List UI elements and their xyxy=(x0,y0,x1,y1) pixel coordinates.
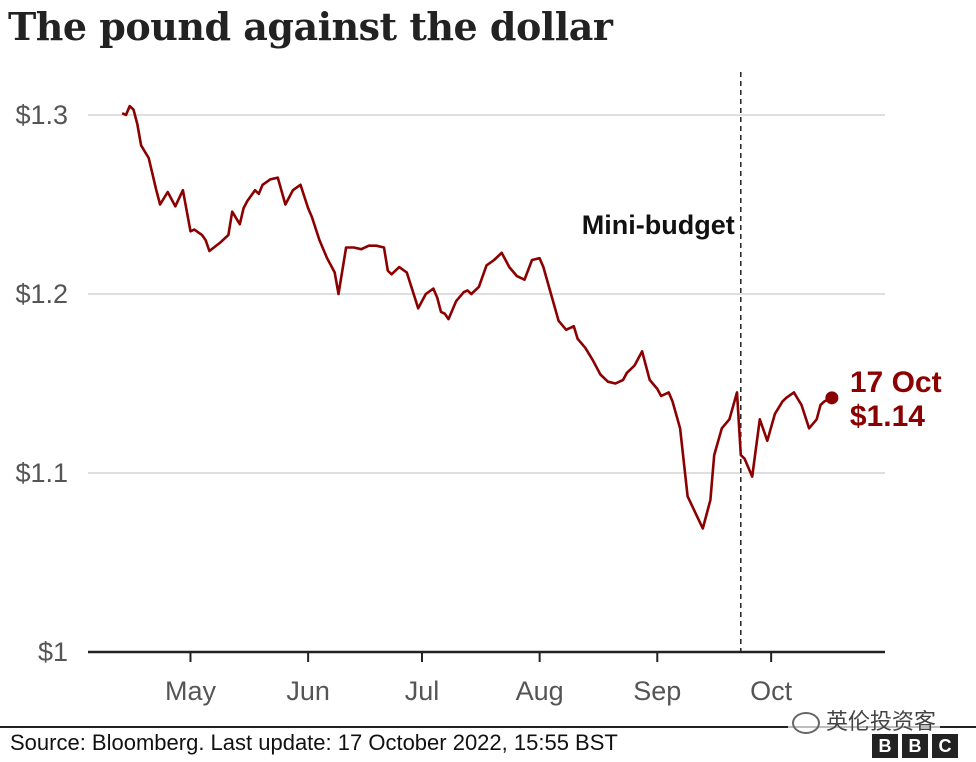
watermark-text: 英伦投资客 xyxy=(826,710,937,735)
x-tick-label: Jun xyxy=(286,676,330,706)
bbc-logo-block-2: B xyxy=(902,734,928,758)
y-axis-ticks: $1.3 $1.2 $1.1 $1 xyxy=(15,100,68,667)
end-value-label: $1.14 xyxy=(850,400,925,433)
footer-rule xyxy=(0,726,976,728)
bbc-logo: B B C xyxy=(872,734,958,758)
line-chart: $1.3 $1.2 $1.1 $1 May Jun Jul Aug Sep Oct Mini-b… xyxy=(15,72,942,706)
series-line-gbp-usd xyxy=(121,104,833,530)
wechat-icon xyxy=(792,712,820,734)
x-axis-ticks: May Jun Jul Aug Sep Oct xyxy=(165,652,793,706)
x-tick-label: Oct xyxy=(750,676,793,706)
watermark: 英伦投资客 xyxy=(788,704,941,736)
gridlines xyxy=(88,114,885,474)
bbc-logo-block-3: C xyxy=(932,734,958,758)
end-point-marker xyxy=(825,391,839,405)
end-date-label: 17 Oct xyxy=(850,366,942,399)
chart-title: The pound against the dollar xyxy=(8,4,613,49)
y-tick-label: $1.3 xyxy=(15,100,68,130)
y-tick-label: $1.2 xyxy=(15,279,68,309)
x-tick-label: May xyxy=(165,676,217,706)
mini-budget-label: Mini-budget xyxy=(582,210,735,240)
y-tick-label: $1.1 xyxy=(15,458,68,488)
bbc-logo-block-1: B xyxy=(872,734,898,758)
source-note: Source: Bloomberg. Last update: 17 Octob… xyxy=(10,730,618,755)
x-tick-label: Aug xyxy=(516,676,564,706)
y-tick-label: $1 xyxy=(38,637,68,667)
x-tick-label: Sep xyxy=(633,676,681,706)
x-tick-label: Jul xyxy=(405,676,440,706)
